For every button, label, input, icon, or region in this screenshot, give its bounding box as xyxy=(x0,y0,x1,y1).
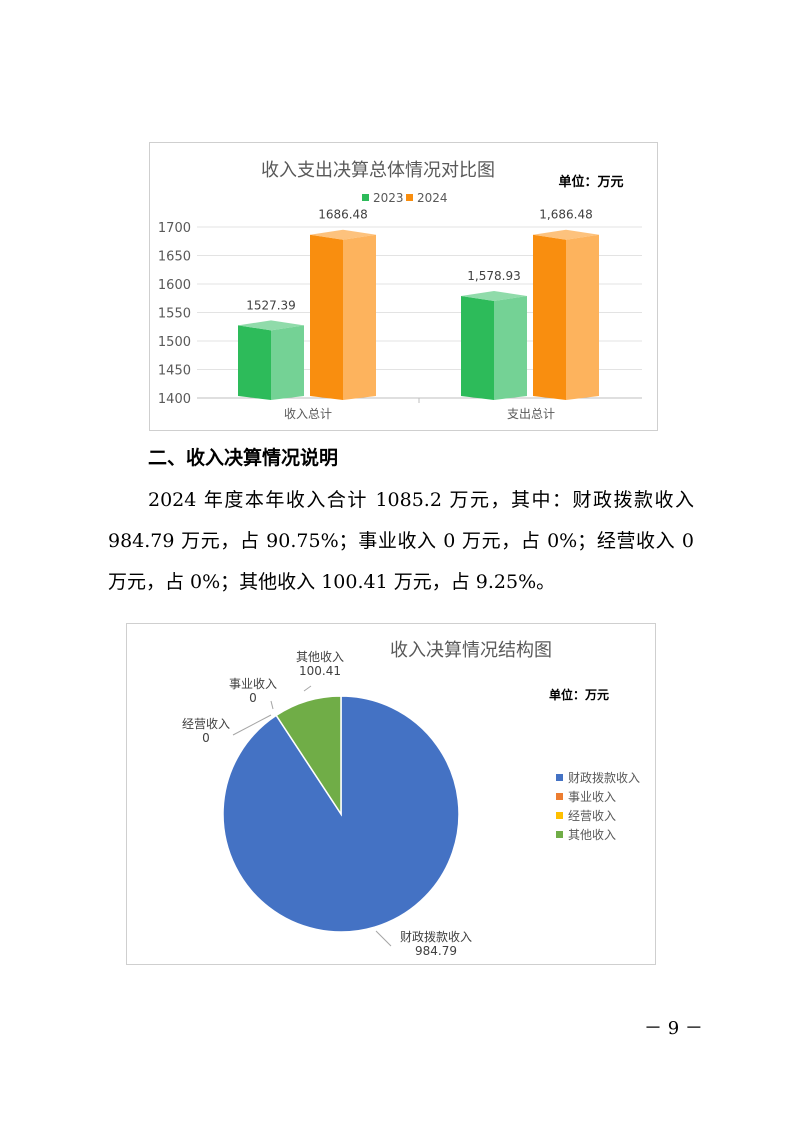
pie-chart-unit: 单位：万元 xyxy=(549,687,609,702)
pie-data-label-value: 984.79 xyxy=(415,944,457,958)
bar-front xyxy=(461,296,494,400)
leader-line xyxy=(232,714,272,736)
y-tick-label: 1400 xyxy=(158,392,191,407)
bar-top xyxy=(310,229,376,240)
pie-data-label-name: 财政拨款收入 xyxy=(400,930,472,944)
pie-data-label-value: 100.41 xyxy=(299,664,341,678)
bar-front xyxy=(533,234,566,400)
bar-side xyxy=(271,325,304,400)
legend-swatch xyxy=(556,812,563,819)
y-tick-label: 1700 xyxy=(158,221,191,236)
pie-data-label-value: 0 xyxy=(202,731,210,745)
bar-data-label: 1,686.48 xyxy=(539,208,592,222)
pie-chart-title: 收入决算情况结构图 xyxy=(390,640,552,661)
bar-chart-frame: 收入支出决算总体情况对比图 单位：万元 2023 2024 1400 1450 15… xyxy=(149,142,658,431)
y-tick-label: 1600 xyxy=(158,278,191,293)
pie-data-label-name: 事业收入 xyxy=(229,677,277,691)
leader-line xyxy=(270,700,274,710)
bar-chart: 收入支出决算总体情况对比图 单位：万元 2023 2024 1400 1450 15… xyxy=(158,160,642,421)
bar-data-label: 1527.39 xyxy=(246,298,296,312)
x-tick-label: 收入总计 xyxy=(284,407,332,421)
legend-label-2023: 2023 xyxy=(373,191,404,205)
legend-label: 其他收入 xyxy=(568,828,616,842)
pie-slice xyxy=(275,695,342,817)
body-paragraph: 2024 年度本年收入合计 1085.2 万元，其中：财政拨款收入 984.79… xyxy=(108,489,694,593)
bar-side xyxy=(566,234,599,400)
legend-label: 财政拨款收入 xyxy=(568,771,640,785)
x-tick-label: 支出总计 xyxy=(507,407,555,421)
pie-chart-frame: 收入决算情况结构图 单位：万元 财政拨款收入 984.79 财政拨款收入 事业收入 0 事… xyxy=(126,623,656,965)
pie-data-label-name: 其他收入 xyxy=(296,650,344,664)
bar-data-label: 1,578.93 xyxy=(467,269,520,283)
leader-line xyxy=(375,930,392,947)
y-tick-label: 1650 xyxy=(158,250,191,265)
y-tick-label: 1450 xyxy=(158,364,191,379)
page-number: － 9 － xyxy=(644,1018,703,1039)
bar-front xyxy=(310,234,343,400)
legend-label-2024: 2024 xyxy=(417,191,448,205)
bar-top xyxy=(533,229,599,240)
bar-chart-title: 收入支出决算总体情况对比图 xyxy=(261,160,495,181)
y-tick-label: 1550 xyxy=(158,307,191,322)
legend-label: 事业收入 xyxy=(568,790,616,804)
legend-swatch-2024 xyxy=(406,194,413,201)
bar-data-label: 1686.48 xyxy=(318,208,368,222)
legend-swatch-2023 xyxy=(362,194,369,201)
bar-chart-unit: 单位：万元 xyxy=(558,174,623,190)
bar-front xyxy=(238,325,271,400)
legend-swatch xyxy=(556,793,563,800)
pie-data-label-value: 0 xyxy=(249,691,257,705)
section-heading: 二、收入决算情况说明 xyxy=(148,447,339,469)
bar-top xyxy=(238,320,304,331)
y-tick-label: 1500 xyxy=(158,335,191,350)
bar-side xyxy=(343,234,376,400)
leader-line xyxy=(303,685,312,692)
legend-label: 经营收入 xyxy=(568,809,616,823)
pie-chart: 收入决算情况结构图 单位：万元 财政拨款收入984.79财政拨款收入事业收入0事… xyxy=(182,640,640,958)
legend-swatch xyxy=(556,774,563,781)
pie-data-label-name: 经营收入 xyxy=(182,717,230,731)
bar-side xyxy=(494,296,527,400)
legend-swatch xyxy=(556,831,563,838)
bar-top xyxy=(461,291,527,302)
